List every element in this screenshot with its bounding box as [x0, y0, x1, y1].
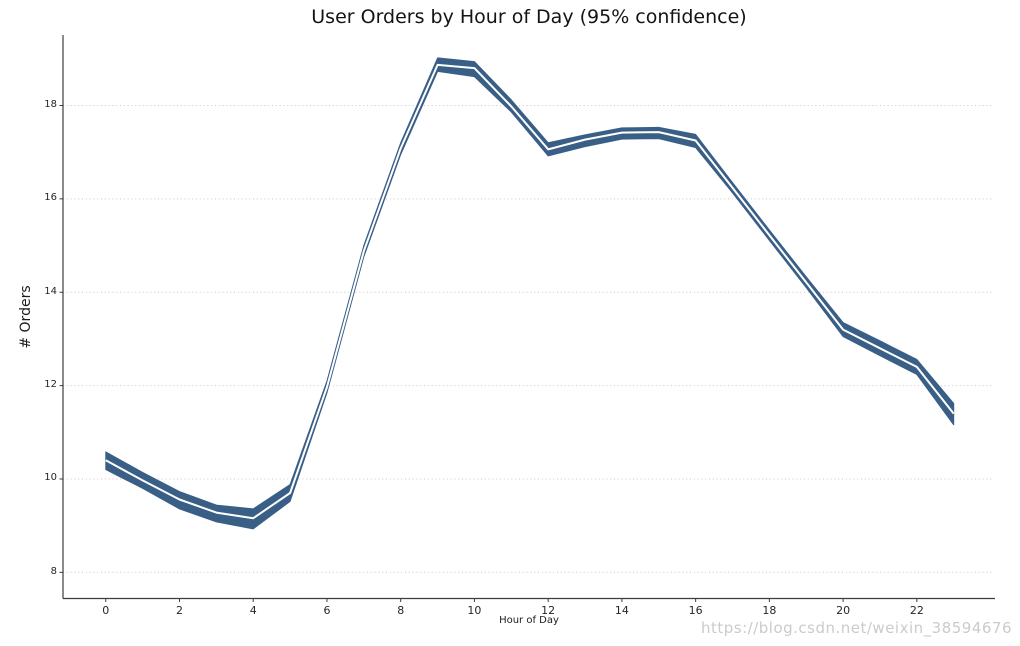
- y-tick-label: 8: [50, 565, 57, 577]
- chart-title: User Orders by Hour of Day (95% confiden…: [311, 6, 747, 28]
- y-tick-label: 10: [44, 472, 57, 484]
- x-tick-label: 22: [909, 604, 924, 617]
- tick-marks: [59, 104, 918, 602]
- x-tick-label: 4: [249, 604, 257, 617]
- x-tick-label: 10: [467, 604, 482, 617]
- mean-line: [105, 63, 955, 520]
- x-tick-label: 18: [762, 604, 777, 617]
- x-tick-label: 2: [176, 604, 183, 617]
- y-tick-label: 12: [44, 379, 57, 391]
- axes-spines: [62, 35, 995, 600]
- x-tick-label: 0: [102, 604, 110, 617]
- x-axis-label: Hour of Day: [499, 615, 559, 626]
- watermark-text: https://blog.csdn.net/weixin_38594676: [700, 619, 1012, 637]
- y-tick-label: 16: [44, 192, 57, 204]
- x-tick-label: 16: [688, 604, 703, 617]
- mean-orders-line: [105, 63, 955, 520]
- y-tick-label: 14: [44, 285, 57, 297]
- x-tick-label: 20: [836, 604, 851, 617]
- x-tick-label: 6: [323, 604, 331, 617]
- x-tick-label: 12: [541, 604, 556, 617]
- x-tick-label: 8: [397, 604, 405, 617]
- x-tick-label: 14: [614, 604, 629, 617]
- y-tick-label: 18: [44, 98, 57, 110]
